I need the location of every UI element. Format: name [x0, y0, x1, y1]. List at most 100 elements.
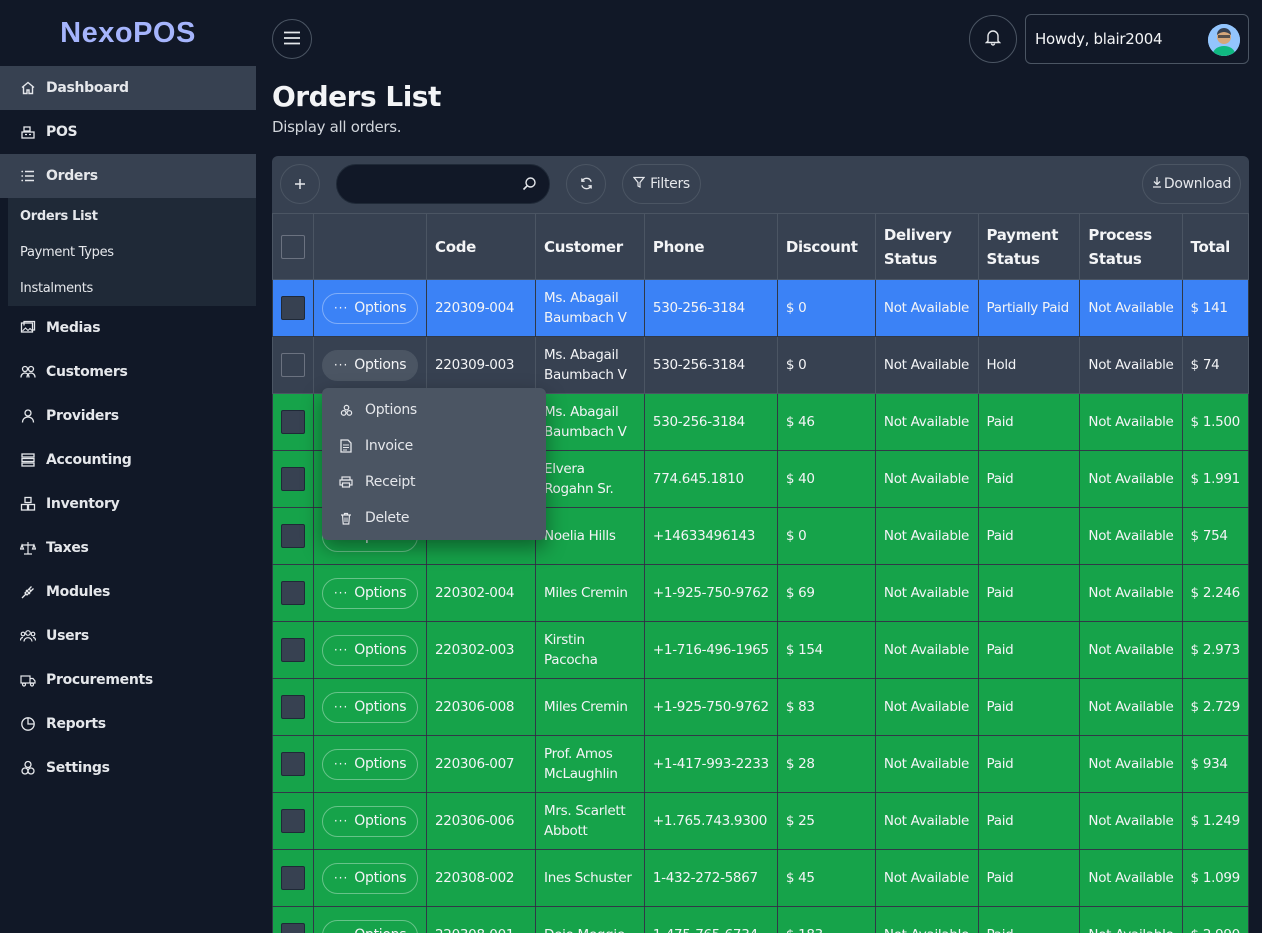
- sidebar-item-providers[interactable]: Providers: [0, 394, 256, 438]
- search-input[interactable]: [337, 165, 517, 203]
- cell-process-status: Not Available: [1079, 279, 1183, 337]
- table-row[interactable]: ··· Options 220306-007 Prof. Amos McLaughli…: [272, 735, 1249, 793]
- row-checkbox[interactable]: [281, 866, 305, 890]
- sidebar-item-customers[interactable]: Customers: [0, 350, 256, 394]
- row-actions-cell: ··· Options: [313, 279, 427, 337]
- sidebar-item-dashboard[interactable]: Dashboard: [0, 66, 256, 110]
- table-row[interactable]: ··· Options 220308-002 Ines Schuster 1-432-2…: [272, 849, 1249, 907]
- cell-phone: +1.765.743.9300: [643, 792, 778, 850]
- column-header-delivery-status[interactable]: Delivery Status: [874, 213, 979, 280]
- row-checkbox[interactable]: [281, 923, 305, 933]
- sidebar-item-accounting[interactable]: Accounting: [0, 438, 256, 482]
- row-options-button[interactable]: ··· Options: [322, 349, 418, 381]
- row-checkbox[interactable]: [281, 467, 305, 491]
- submenu-orders-list[interactable]: Orders List: [20, 208, 98, 224]
- cell-process-status: Not Available: [1079, 621, 1183, 679]
- table-row[interactable]: ··· Options 220309-003 Ms. Abagail Baumbach…: [272, 336, 1249, 394]
- menu-toggle-button[interactable]: [272, 19, 312, 59]
- dropdown-item-options[interactable]: Options: [322, 392, 546, 428]
- row-checkbox[interactable]: [281, 638, 305, 662]
- row-options-button[interactable]: ··· Options: [322, 919, 418, 933]
- row-checkbox[interactable]: [281, 410, 305, 434]
- user-group-icon: [20, 628, 36, 644]
- sidebar-item-pos[interactable]: POS: [0, 110, 256, 154]
- sidebar-item-medias[interactable]: Medias: [0, 306, 256, 350]
- sidebar-item-taxes[interactable]: Taxes: [0, 526, 256, 570]
- search-icon[interactable]: [522, 176, 537, 195]
- select-all-cell: [272, 213, 314, 280]
- cell-delivery-status: Not Available: [874, 678, 979, 736]
- dropdown-item-receipt[interactable]: Receipt: [322, 464, 546, 500]
- table-row[interactable]: ··· Options 220309-004 Ms. Abagail Baumbach…: [272, 279, 1249, 337]
- row-checkbox[interactable]: [281, 296, 305, 320]
- row-checkbox[interactable]: [281, 752, 305, 776]
- row-options-button[interactable]: ··· Options: [322, 634, 418, 666]
- row-options-button[interactable]: ··· Options: [322, 292, 418, 324]
- table-row[interactable]: ··· Options 220308-001Dejo Meggie1-475-765…: [272, 906, 1249, 933]
- sidebar-item-reports[interactable]: Reports: [0, 702, 256, 746]
- user-icon: [20, 408, 36, 424]
- dropdown-item-invoice[interactable]: Invoice: [322, 428, 546, 464]
- ellipsis-icon: ···: [333, 814, 349, 828]
- row-options-button[interactable]: ··· Options: [322, 691, 418, 723]
- table-row[interactable]: ··· Options 220302-004 Miles Cremin +1-925-7…: [272, 564, 1249, 622]
- add-order-button[interactable]: [280, 164, 320, 204]
- cell-phone: +1-925-750-9762: [643, 678, 778, 736]
- sidebar-item-settings[interactable]: Settings: [0, 746, 256, 790]
- row-options-button[interactable]: ··· Options: [322, 805, 418, 837]
- options-label: Options: [354, 813, 407, 829]
- row-select-cell: [272, 678, 314, 736]
- table-row[interactable]: ··· Options 220306-006 Mrs. Scarlett Abbott…: [272, 792, 1249, 850]
- cell-order-code: 220306-006: [425, 792, 537, 850]
- sidebar-item-inventory[interactable]: Inventory: [0, 482, 256, 526]
- cell-discount: $ 0: [776, 336, 876, 394]
- column-header-payment-status[interactable]: Payment Status: [977, 213, 1081, 280]
- row-options-button[interactable]: ··· Options: [322, 577, 418, 609]
- row-checkbox[interactable]: [281, 809, 305, 833]
- sidebar-item-orders[interactable]: Orders: [0, 154, 256, 198]
- row-checkbox[interactable]: [281, 353, 305, 377]
- cell-payment-status: Partially Paid: [977, 279, 1081, 337]
- column-header-process-status[interactable]: Process Status: [1079, 213, 1183, 280]
- dropdown-item-delete[interactable]: Delete: [322, 500, 546, 536]
- cell-phone: 530-256-3184: [643, 336, 778, 394]
- sidebar-item-users[interactable]: Users: [0, 614, 256, 658]
- table-row[interactable]: ··· Options 220306-008 Miles Cremin +1-925-7…: [272, 678, 1249, 736]
- user-menu[interactable]: Howdy, blair2004: [1025, 14, 1249, 64]
- cell-customer-name: Ms. Abagail Baumbach V: [535, 393, 645, 451]
- cell-total: $ 934: [1181, 735, 1249, 793]
- row-checkbox[interactable]: [281, 581, 305, 605]
- submenu-instalments[interactable]: Instalments: [20, 280, 93, 296]
- column-header-customer[interactable]: Customer: [535, 213, 645, 280]
- filters-button[interactable]: Filters: [622, 164, 701, 204]
- row-checkbox[interactable]: [281, 524, 305, 548]
- app-logo[interactable]: NexoPOS: [60, 16, 196, 49]
- sidebar-item-label: Taxes: [46, 540, 89, 556]
- cell-discount: $ 40: [776, 450, 876, 508]
- cell-customer-name: Ines Schuster: [535, 849, 645, 907]
- column-header-discount[interactable]: Discount: [776, 213, 876, 280]
- table-row[interactable]: ··· Options 220302-003 Kirstin Pacocha +1-71…: [272, 621, 1249, 679]
- row-options-button[interactable]: ··· Options: [322, 862, 418, 894]
- list-icon: [20, 168, 36, 184]
- search-field[interactable]: [336, 164, 550, 204]
- sidebar-item-procurements[interactable]: Procurements: [0, 658, 256, 702]
- options-label: Options: [354, 699, 407, 715]
- cell-total: $ 1.500: [1181, 393, 1249, 451]
- row-options-button[interactable]: ··· Options: [322, 748, 418, 780]
- column-header-phone[interactable]: Phone: [643, 213, 778, 280]
- column-header-total[interactable]: Total: [1181, 213, 1249, 280]
- notifications-button[interactable]: [969, 15, 1017, 63]
- download-button[interactable]: Download: [1142, 164, 1241, 204]
- submenu-payment-types[interactable]: Payment Types: [20, 244, 114, 260]
- row-select-cell: [272, 450, 314, 508]
- sidebar-item-label: Users: [46, 628, 89, 644]
- cell-total: $ 74: [1181, 336, 1249, 394]
- row-checkbox[interactable]: [281, 695, 305, 719]
- cell-discount: $ 25: [776, 792, 876, 850]
- sidebar-item-modules[interactable]: Modules: [0, 570, 256, 614]
- column-header-code[interactable]: Code: [425, 213, 537, 280]
- select-all-checkbox[interactable]: [281, 234, 305, 259]
- refresh-button[interactable]: [566, 164, 606, 204]
- cell-discount: $ 183: [776, 906, 876, 933]
